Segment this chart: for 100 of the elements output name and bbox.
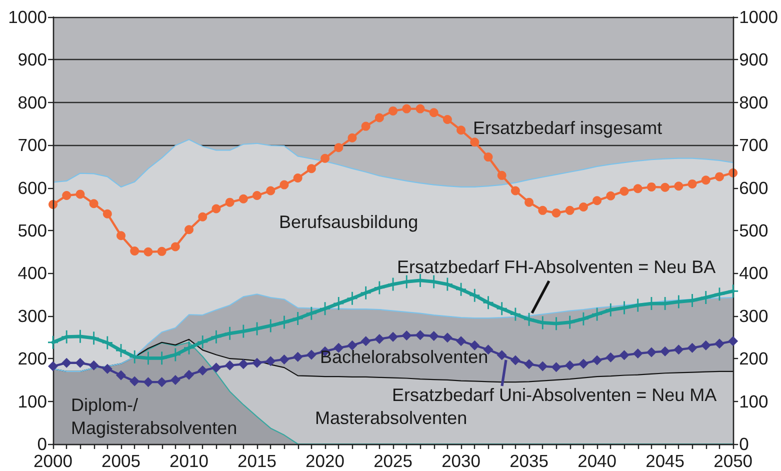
point [646, 347, 656, 358]
y2-tick-label: 1000 [739, 7, 778, 27]
point [538, 361, 548, 372]
point [402, 330, 412, 341]
point [456, 126, 466, 135]
point [292, 312, 303, 325]
point [578, 358, 588, 369]
point [102, 364, 112, 374]
x-tick-label: 2050 [714, 451, 753, 471]
point [497, 170, 506, 180]
point [456, 336, 466, 346]
point [89, 199, 98, 208]
y2-tick-label: 900 [739, 50, 769, 70]
point [496, 350, 507, 360]
point [88, 360, 99, 370]
point [116, 231, 126, 240]
point [102, 336, 112, 350]
point [306, 306, 316, 320]
point [62, 190, 72, 200]
y2-tick-label: 300 [739, 306, 769, 326]
point [334, 297, 344, 310]
point [76, 190, 85, 199]
point [266, 356, 276, 366]
point [184, 370, 194, 380]
point [700, 291, 711, 304]
point [564, 360, 575, 370]
x-tick-label: 2000 [34, 451, 73, 471]
point [360, 336, 371, 346]
point [347, 340, 358, 350]
point [483, 296, 494, 310]
point [293, 173, 302, 182]
point [565, 206, 574, 215]
point [606, 352, 616, 362]
point [130, 246, 140, 256]
point [728, 284, 738, 298]
point [442, 114, 452, 124]
point [510, 355, 520, 366]
series-label: Bachelorabsolventen [320, 346, 488, 369]
point [660, 182, 670, 192]
point [538, 206, 548, 215]
point [198, 212, 208, 222]
point [524, 198, 534, 207]
point [292, 352, 303, 362]
point [632, 348, 643, 358]
point [484, 152, 493, 162]
point [470, 138, 480, 147]
point [510, 308, 520, 321]
point [238, 359, 248, 370]
point [75, 358, 86, 368]
point [266, 186, 276, 196]
point [428, 330, 439, 341]
series-label: Ersatzbedarf FH-Absolventen = Neu BA [397, 256, 716, 279]
point [211, 330, 222, 344]
point [674, 182, 684, 191]
point [728, 336, 738, 346]
x-tick-label: 2035 [510, 451, 549, 471]
point [252, 358, 262, 368]
point [592, 355, 602, 366]
point [646, 182, 656, 192]
point [320, 154, 330, 163]
y-tick-label: 900 [18, 50, 48, 70]
point [660, 346, 670, 356]
point [252, 190, 262, 200]
point [374, 281, 384, 294]
y-tick-label: 800 [18, 92, 48, 112]
y-tick-label: 0 [37, 434, 48, 454]
series-label: Berufsausbildung [279, 211, 418, 234]
point [442, 332, 452, 343]
point [388, 106, 398, 116]
point [157, 246, 166, 256]
point [348, 133, 357, 142]
y2-tick-label: 400 [739, 263, 769, 284]
point [714, 338, 724, 349]
point [429, 108, 438, 118]
point [279, 354, 290, 364]
y-tick-label: 200 [18, 348, 48, 369]
point [620, 186, 629, 196]
point [144, 247, 153, 256]
point [416, 104, 425, 114]
point [48, 361, 58, 372]
point [361, 122, 370, 131]
point [687, 342, 698, 353]
y2-tick-label: 100 [739, 391, 769, 412]
x-tick-label: 2040 [578, 451, 617, 471]
point [606, 191, 616, 200]
y-tick-label: 300 [18, 306, 48, 326]
point [130, 376, 140, 386]
y2-tick-label: 500 [739, 220, 769, 240]
series-label: Ersatzbedarf insgesamt [473, 117, 662, 140]
point [224, 360, 235, 370]
point [592, 308, 602, 321]
point [170, 374, 180, 385]
y-tick-label: 500 [18, 220, 48, 240]
point [578, 202, 588, 212]
legend-label: Ersatzbedarf Uni-Absolventen = Neu MA [392, 384, 717, 407]
y-tick-label: 400 [18, 263, 48, 284]
y2-tick-label: 0 [739, 434, 750, 454]
point [360, 286, 371, 300]
x-tick-label: 2020 [306, 451, 345, 471]
point [198, 366, 208, 376]
